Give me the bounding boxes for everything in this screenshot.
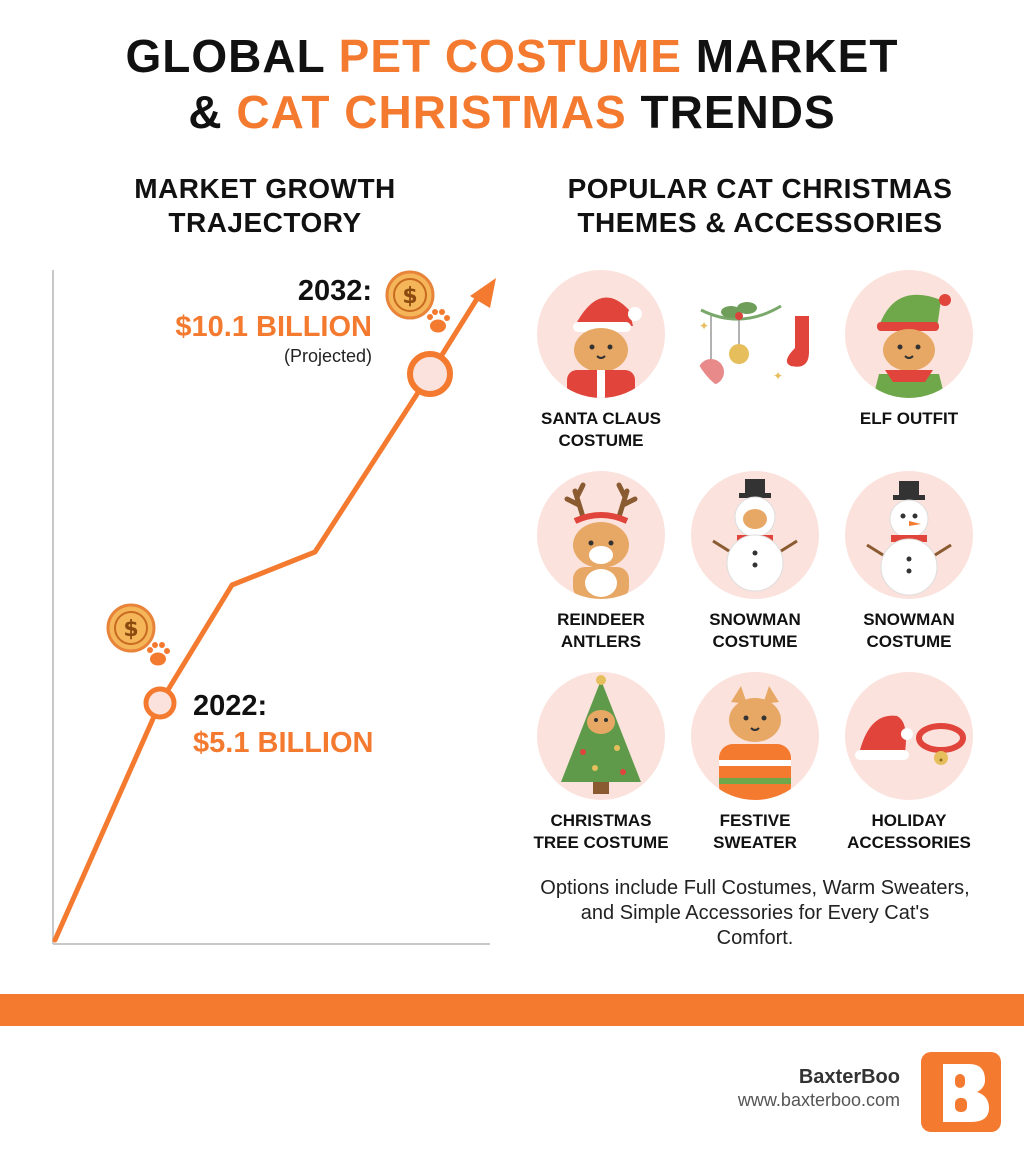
label-2032-note: (Projected) (284, 346, 372, 366)
tree-cat-icon (561, 675, 641, 794)
theme-label: SANTA CLAUS COSTUME (541, 409, 661, 450)
footer-bar (0, 994, 1024, 1026)
theme-snowman-costume-cat: SNOWMAN COSTUME (675, 471, 835, 653)
data-point-2022 (143, 686, 177, 720)
title-accent: PET COSTUME (338, 30, 682, 82)
baxterboo-b-logo-icon (921, 1052, 1001, 1132)
sweater-cat-icon (719, 686, 791, 800)
data-point-2032 (407, 351, 453, 397)
title-word: & (188, 86, 223, 138)
page-title: GLOBAL PET COSTUME MARKET & CAT CHRISTMA… (0, 28, 1024, 140)
svg-text:$: $ (402, 284, 417, 309)
snowman-cat-icon (712, 479, 798, 592)
theme-reindeer-antlers: REINDEER ANTLERS (521, 471, 681, 653)
brand-url: www.baxterboo.com (737, 1090, 900, 1110)
reindeer-cat-icon (564, 482, 638, 599)
svg-text:✦: ✦ (773, 369, 783, 383)
paw-icon (427, 309, 450, 333)
label-2032-year: 2032: (298, 275, 372, 307)
theme-label: REINDEER ANTLERS (557, 610, 645, 651)
elf-cat-icon (873, 294, 951, 398)
theme-label: FESTIVE SWEATER (713, 811, 797, 852)
theme-holiday-accessories: HOLIDAY ACCESSORIES (829, 672, 989, 854)
label-2032-value: $10.1 BILLION (175, 311, 372, 343)
market-growth-heading: MARKET GROWTH TRAJECTORY (134, 173, 396, 238)
brand-name: BaxterBoo (798, 1066, 900, 1088)
theme-snowman-costume: SNOWMAN COSTUME (829, 471, 989, 653)
theme-santa-claus-costume: SANTA CLAUS COSTUME (521, 270, 681, 452)
paw-icon (147, 642, 170, 666)
theme-label: ELF OUTFIT (859, 409, 959, 428)
svg-text:$: $ (123, 617, 138, 642)
theme-label: HOLIDAY ACCESSORIES (847, 811, 971, 852)
growth-trend-line (52, 371, 433, 943)
svg-text:✦: ✦ (699, 319, 709, 333)
theme-label: SNOWMAN COSTUME (709, 610, 801, 651)
dollar-coin-icon: $ (385, 270, 435, 320)
title-word: TRENDS (640, 86, 836, 138)
dollar-coin-icon: $ (106, 603, 156, 653)
theme-label: SNOWMAN COSTUME (863, 610, 955, 651)
santa-cat-icon (567, 297, 642, 398)
theme-elf-outfit: ELF OUTFIT (829, 270, 989, 430)
ornaments-icon: ✦ ✦ (698, 302, 811, 385)
theme-label: CHRISTMAS TREE COSTUME (533, 811, 669, 852)
market-growth-chart: 2032: $10.1 BILLION (Projected) 2022: $5… (52, 270, 496, 945)
options-note: Options include Full Costumes, Warm Swea… (540, 877, 970, 949)
snowman-icon (866, 481, 952, 596)
theme-decorations: ✦ ✦ (675, 270, 835, 408)
title-accent: CAT CHRISTMAS (236, 86, 627, 138)
title-word: MARKET (695, 30, 899, 82)
theme-christmas-tree-costume: CHRISTMAS TREE COSTUME (521, 672, 681, 854)
themes-heading: POPULAR CAT CHRISTMAS THEMES & ACCESSORI… (567, 173, 953, 238)
label-2022-year: 2022: (193, 690, 267, 722)
hat-collar-icon (855, 715, 966, 765)
theme-festive-sweater: FESTIVE SWEATER (675, 672, 835, 854)
label-2022-value: $5.1 BILLION (193, 727, 374, 759)
arrow-head (470, 278, 496, 308)
title-word: GLOBAL (125, 30, 325, 82)
